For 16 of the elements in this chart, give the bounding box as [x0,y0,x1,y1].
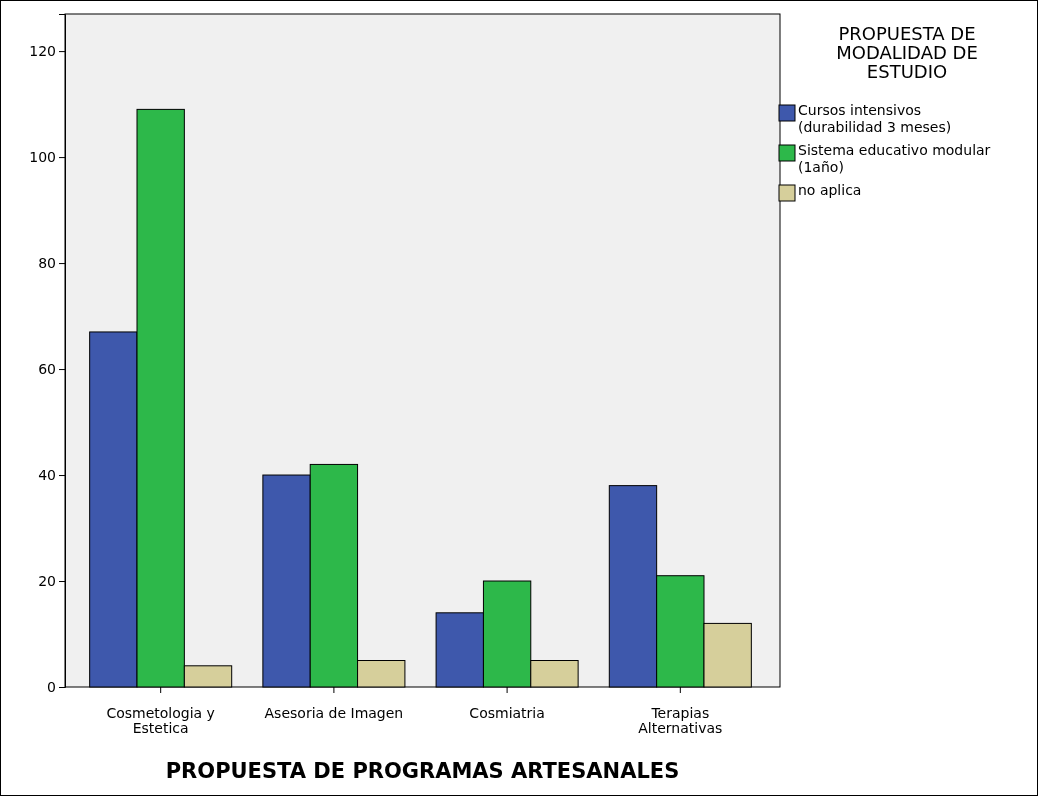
x-tick-label: Cosmiatria [469,705,545,721]
y-tick-label: 0 [47,678,56,695]
x-tick-label: Terapias Alternativas [638,705,723,736]
x-axis-title: PROPUESTA DE PROGRAMAS ARTESANALES [165,759,680,783]
legend-title: PROPUESTA DE MODALIDAD DE ESTUDIO [836,23,978,82]
y-tick-label: 20 [38,573,56,589]
legend-label: Sistema educativo modular (1año) [798,142,991,175]
legend-label: no aplica [798,182,862,198]
legend-label: Cursos intensivos (durabilidad 3 meses) [798,102,952,135]
y-tick-label: 80 [38,255,56,272]
x-tick-label: Asesoria de Imagen [264,705,404,721]
y-tick-label: 120 [29,43,56,60]
y-tick-label: 60 [38,361,56,378]
y-tick-label: 100 [29,149,56,166]
x-tick-label: Cosmetologia y Estetica [106,705,215,736]
y-tick-label: 40 [38,467,56,484]
